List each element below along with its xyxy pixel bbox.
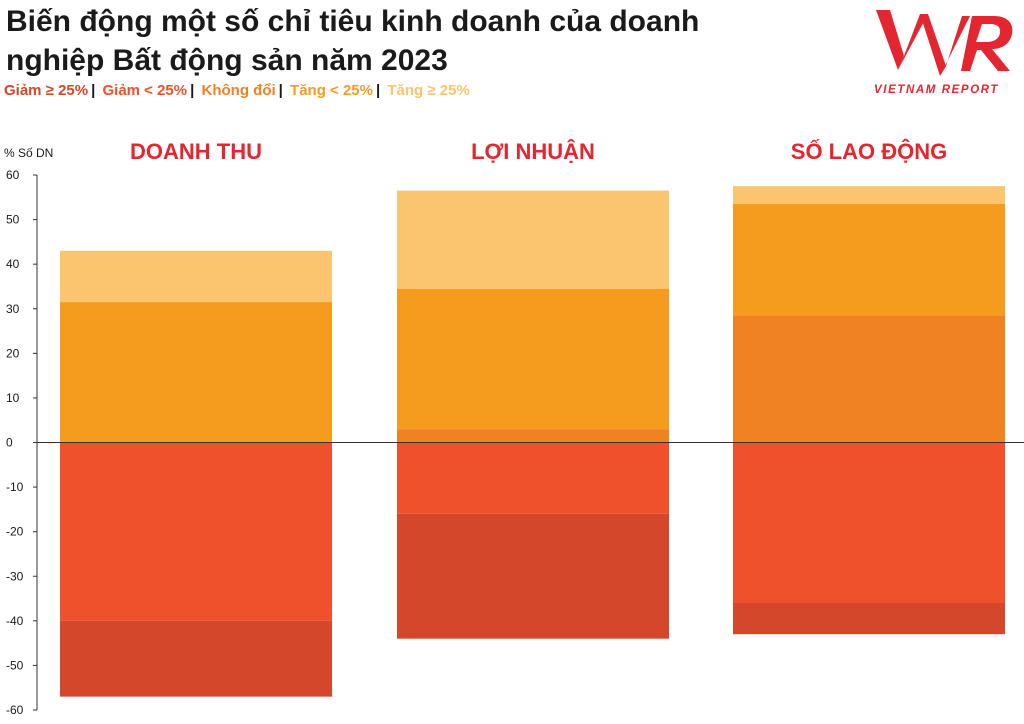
category-label: SỐ LAO ĐỘNG bbox=[791, 138, 947, 164]
y-tick-label: -10 bbox=[6, 480, 24, 494]
bar-segment bbox=[733, 203, 1005, 316]
y-axis-label: % Số DN bbox=[4, 146, 53, 160]
y-tick-label: 30 bbox=[6, 302, 20, 316]
bar-segment bbox=[733, 603, 1005, 635]
bar-segment bbox=[60, 250, 332, 303]
chart-title: Biến động một số chỉ tiêu kinh doanh của… bbox=[6, 5, 700, 77]
legend-separator: | bbox=[278, 82, 283, 99]
bar-segment bbox=[397, 442, 669, 514]
bar-segment bbox=[60, 302, 332, 443]
category-labels: DOANH THU LỢI NHUẬN SỐ LAO ĐỘNG bbox=[130, 138, 947, 164]
vnr-logo-icon: VIETNAM REPORT bbox=[874, 10, 1013, 96]
y-tick-label: -40 bbox=[6, 614, 24, 628]
bar-segment bbox=[733, 315, 1005, 443]
y-tick-label: 40 bbox=[6, 257, 20, 271]
y-tick-label: 50 bbox=[6, 213, 20, 227]
vnr-logo: VIETNAM REPORT bbox=[868, 4, 1024, 96]
legend: Giảm ≥ 25% | Giảm < 25% | Không đổi | Tăng … bbox=[4, 82, 470, 99]
bar-segment bbox=[733, 442, 1005, 603]
y-tick-label: 10 bbox=[6, 391, 20, 405]
y-tick-label: -50 bbox=[6, 658, 24, 672]
legend-item-giam-lt-25: Giảm < 25% bbox=[102, 82, 188, 99]
bar-segment bbox=[733, 186, 1005, 204]
category-label: LỢI NHUẬN bbox=[471, 139, 595, 164]
legend-separator: | bbox=[91, 82, 96, 99]
bar-segment bbox=[60, 442, 332, 621]
bar-segment bbox=[397, 288, 669, 430]
legend-item-tang-lt-25: Tăng < 25% bbox=[290, 82, 373, 99]
y-tick-label: -20 bbox=[6, 525, 24, 539]
y-tick-label: -60 bbox=[6, 703, 24, 717]
legend-separator: | bbox=[375, 82, 381, 99]
y-tick-label: 60 bbox=[6, 168, 20, 182]
legend-separator: | bbox=[190, 82, 195, 99]
logo-tagline: VIETNAM REPORT bbox=[874, 84, 999, 96]
legend-item-tang-ge-25: Tăng ≥ 25% bbox=[387, 82, 470, 99]
category-label: DOANH THU bbox=[130, 139, 262, 164]
y-tick-label: 20 bbox=[6, 346, 20, 360]
bars bbox=[60, 186, 1005, 697]
y-tick-label: 0 bbox=[6, 436, 13, 450]
bar-segment bbox=[60, 620, 332, 697]
legend-item-giam-ge-25: Giảm ≥ 25% bbox=[4, 82, 89, 99]
y-tick-label: -30 bbox=[6, 569, 24, 583]
bar-segment bbox=[397, 190, 669, 289]
legend-item-khong-doi: Không đổi bbox=[201, 82, 276, 99]
bar-segment bbox=[397, 429, 669, 443]
y-axis: 60 50 40 30 20 10 0 -10 -20 -30 -40 -50 -60 bbox=[6, 168, 38, 717]
bar-segment bbox=[397, 513, 669, 639]
